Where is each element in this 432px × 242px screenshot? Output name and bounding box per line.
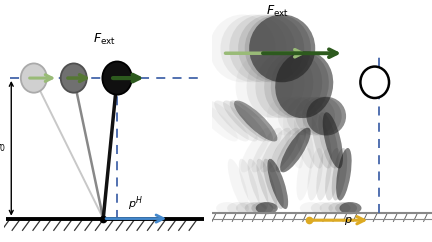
Ellipse shape bbox=[340, 202, 362, 214]
Ellipse shape bbox=[318, 112, 339, 168]
Ellipse shape bbox=[320, 202, 342, 214]
Ellipse shape bbox=[210, 15, 276, 82]
Ellipse shape bbox=[283, 112, 303, 168]
Text: $p$: $p$ bbox=[344, 215, 353, 227]
Ellipse shape bbox=[275, 51, 333, 118]
Ellipse shape bbox=[311, 202, 333, 214]
Text: $F_\mathrm{ext}$: $F_\mathrm{ext}$ bbox=[266, 4, 289, 19]
Ellipse shape bbox=[302, 97, 342, 136]
Ellipse shape bbox=[271, 51, 329, 118]
Ellipse shape bbox=[245, 202, 267, 214]
Ellipse shape bbox=[325, 148, 340, 200]
Ellipse shape bbox=[239, 159, 260, 209]
Ellipse shape bbox=[323, 112, 343, 168]
Ellipse shape bbox=[229, 15, 295, 82]
Ellipse shape bbox=[255, 51, 314, 118]
Ellipse shape bbox=[303, 112, 323, 168]
Ellipse shape bbox=[328, 202, 350, 214]
Ellipse shape bbox=[214, 100, 257, 142]
Ellipse shape bbox=[241, 128, 271, 172]
Ellipse shape bbox=[335, 202, 357, 214]
Ellipse shape bbox=[216, 202, 238, 214]
Text: $F_\mathrm{ext}$: $F_\mathrm{ext}$ bbox=[93, 32, 117, 47]
Ellipse shape bbox=[194, 100, 238, 142]
Ellipse shape bbox=[267, 97, 306, 136]
Ellipse shape bbox=[269, 128, 300, 172]
Circle shape bbox=[360, 67, 389, 98]
Ellipse shape bbox=[236, 202, 258, 214]
Ellipse shape bbox=[230, 100, 273, 142]
Ellipse shape bbox=[220, 15, 286, 82]
Ellipse shape bbox=[206, 100, 249, 142]
Ellipse shape bbox=[238, 15, 304, 82]
Ellipse shape bbox=[300, 202, 322, 214]
Ellipse shape bbox=[296, 148, 312, 200]
Text: $z_0$: $z_0$ bbox=[0, 143, 6, 154]
Ellipse shape bbox=[263, 159, 284, 209]
Ellipse shape bbox=[228, 159, 248, 209]
Ellipse shape bbox=[295, 97, 335, 136]
Ellipse shape bbox=[260, 128, 291, 172]
Ellipse shape bbox=[234, 100, 277, 142]
Ellipse shape bbox=[264, 51, 322, 118]
Ellipse shape bbox=[245, 15, 311, 82]
Ellipse shape bbox=[294, 112, 314, 168]
Ellipse shape bbox=[251, 202, 273, 214]
Ellipse shape bbox=[248, 159, 268, 209]
Ellipse shape bbox=[316, 148, 332, 200]
Ellipse shape bbox=[249, 15, 315, 82]
Circle shape bbox=[21, 63, 47, 93]
Ellipse shape bbox=[308, 148, 323, 200]
Text: $p^H$: $p^H$ bbox=[127, 194, 143, 213]
Ellipse shape bbox=[336, 148, 352, 200]
Ellipse shape bbox=[276, 128, 306, 172]
Ellipse shape bbox=[286, 97, 326, 136]
Ellipse shape bbox=[247, 51, 305, 118]
Ellipse shape bbox=[332, 148, 347, 200]
Ellipse shape bbox=[257, 159, 277, 209]
Ellipse shape bbox=[227, 202, 249, 214]
Ellipse shape bbox=[267, 159, 288, 209]
Ellipse shape bbox=[223, 100, 267, 142]
Circle shape bbox=[61, 63, 87, 93]
Ellipse shape bbox=[312, 112, 332, 168]
Ellipse shape bbox=[256, 202, 278, 214]
Ellipse shape bbox=[280, 128, 311, 172]
Ellipse shape bbox=[235, 51, 294, 118]
Ellipse shape bbox=[306, 97, 346, 136]
Ellipse shape bbox=[278, 97, 318, 136]
Ellipse shape bbox=[251, 128, 282, 172]
Circle shape bbox=[102, 61, 132, 95]
